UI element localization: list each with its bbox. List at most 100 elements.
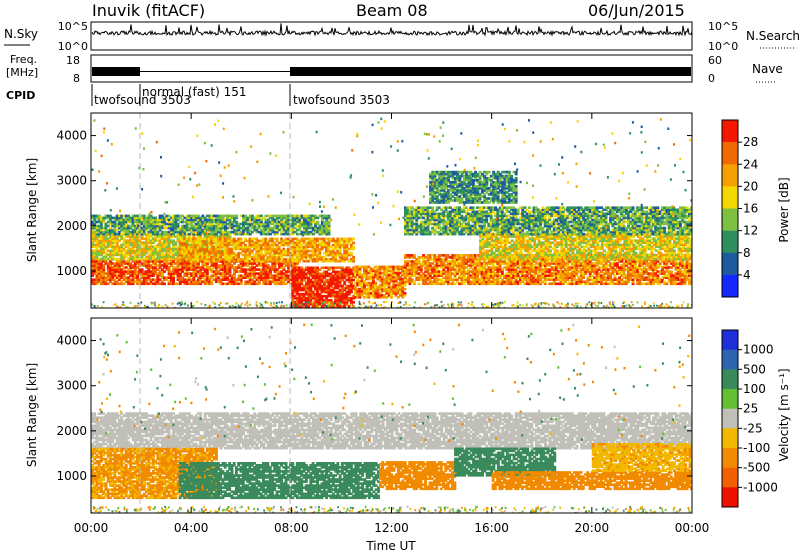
- heatmap-cell: [338, 305, 342, 308]
- heatmap-cell: [205, 270, 209, 273]
- heatmap-cell: [273, 268, 277, 271]
- heatmap-cell: [233, 270, 236, 273]
- heatmap-cell: [385, 289, 389, 293]
- heatmap-cell: [100, 247, 103, 251]
- heatmap-cell: [338, 288, 342, 292]
- heatmap-cell: [239, 270, 243, 273]
- heatmap-cell: [311, 226, 315, 230]
- heatmap-cell: [313, 284, 317, 288]
- heatmap-cell: [208, 268, 212, 271]
- heatmap-cell: [271, 266, 275, 269]
- heatmap-cell: [320, 274, 324, 278]
- heatmap-cell: [208, 235, 212, 238]
- heatmap-cell: [307, 292, 310, 296]
- heatmap-cell: [214, 251, 218, 255]
- heatmap-cell: [460, 254, 464, 257]
- heatmap-cell: [340, 268, 344, 272]
- heatmap-cell: [401, 277, 405, 281]
- heatmap-cell: [282, 268, 286, 271]
- heatmap-cell: [129, 216, 133, 220]
- heatmap-cell: [203, 235, 207, 238]
- heatmap-cell: [136, 237, 139, 240]
- heatmap-cell: [358, 271, 362, 275]
- heatmap-cell: [255, 272, 259, 275]
- heatmap-cell: [394, 283, 398, 287]
- heatmap-cell: [295, 301, 299, 304]
- heatmap-cell: [212, 257, 216, 261]
- heatmap-cell: [336, 278, 340, 282]
- heatmap-cell: [180, 245, 184, 249]
- heatmap-cell: [516, 262, 520, 265]
- heatmap-cell: [176, 239, 180, 242]
- heatmap-cell: [109, 218, 112, 222]
- heatmap-cell: [546, 274, 549, 277]
- heatmap-cell: [435, 282, 439, 286]
- heatmap-cell: [124, 241, 128, 244]
- heatmap-cell: [435, 264, 439, 267]
- heatmap-cell: [203, 230, 207, 234]
- heatmap-cell: [273, 255, 277, 259]
- heatmap-cell: [178, 278, 182, 281]
- heatmap-cell: [307, 249, 310, 253]
- heatmap-cell: [221, 220, 225, 224]
- freq-fill-segment-3: [290, 67, 691, 76]
- heatmap-cell: [255, 230, 259, 234]
- heatmap-cell: [215, 222, 218, 226]
- heatmap-cell: [476, 282, 479, 286]
- heatmap-cell: [541, 260, 545, 263]
- heatmap-cell: [183, 282, 187, 286]
- heatmap-cell: [136, 255, 139, 259]
- heatmap-cell: [183, 220, 187, 224]
- heatmap-cell: [165, 247, 169, 251]
- heatmap-cell: [338, 255, 342, 259]
- heatmap-cell: [498, 264, 502, 267]
- heatmap-cell: [232, 239, 236, 243]
- heatmap-cell: [422, 274, 425, 277]
- heatmap-cell: [167, 247, 171, 251]
- heatmap-cell: [325, 232, 329, 236]
- heatmap-cell: [284, 262, 288, 265]
- heatmap-cell: [295, 303, 299, 306]
- heatmap-cell: [318, 247, 322, 251]
- heatmap-cell: [316, 272, 319, 276]
- heatmap-cell: [327, 232, 331, 236]
- heatmap-cell: [259, 247, 263, 251]
- heatmap-cell: [133, 264, 137, 267]
- heatmap-cell: [555, 282, 558, 286]
- heatmap-cell: [178, 259, 182, 263]
- heatmap-cell: [291, 259, 295, 263]
- heatmap-cell: [190, 230, 194, 234]
- heatmap-cell: [217, 253, 220, 257]
- heatmap-cell: [120, 243, 124, 247]
- heatmap-cell: [390, 292, 393, 295]
- heatmap-cell: [210, 257, 214, 261]
- heatmap-cell: [109, 270, 112, 273]
- heatmap-cell: [532, 264, 536, 267]
- heatmap-cell: [422, 258, 425, 261]
- heatmap-cell: [120, 270, 124, 273]
- heatmap-cell: [282, 274, 286, 277]
- heatmap-cell: [287, 222, 290, 226]
- heatmap-cell: [435, 274, 439, 277]
- heatmap-cell: [196, 230, 200, 234]
- heatmap-cell: [194, 270, 198, 273]
- heatmap-cell: [280, 237, 283, 241]
- heatmap-cell: [485, 272, 489, 275]
- heatmap-cell: [424, 268, 428, 271]
- heatmap-cell: [192, 224, 196, 228]
- heatmap-cell: [347, 286, 351, 290]
- heatmap-cell: [278, 222, 281, 226]
- heatmap-cell: [102, 226, 106, 230]
- heatmap-cell: [189, 257, 193, 261]
- heatmap-cell: [154, 245, 157, 249]
- heatmap-cell: [118, 268, 121, 271]
- heatmap-cell: [546, 270, 549, 273]
- heatmap-cell: [212, 224, 216, 228]
- heatmap-cell: [521, 268, 525, 271]
- heatmap-cell: [194, 224, 198, 228]
- heatmap-cell: [318, 284, 322, 288]
- heatmap-cell: [293, 222, 297, 226]
- heatmap-cell: [242, 226, 245, 230]
- heatmap-cell: [318, 274, 322, 278]
- heatmap-cell: [185, 216, 189, 220]
